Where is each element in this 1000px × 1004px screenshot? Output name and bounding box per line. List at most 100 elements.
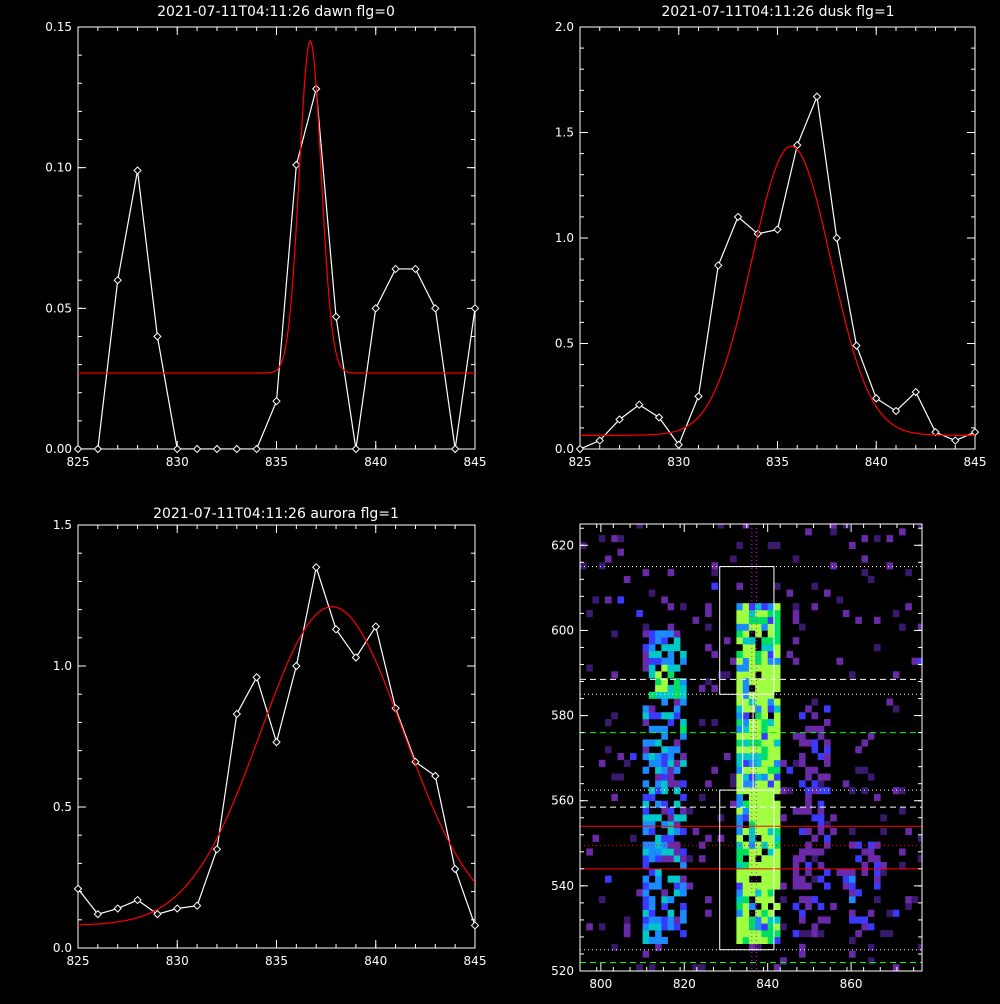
panel-heatmap-cell [586, 923, 593, 931]
panel-heatmap-cell [773, 916, 781, 924]
panel-heatmap-cell [761, 616, 768, 624]
panel-heatmap-cell [686, 882, 693, 890]
panel-heatmap-cell [742, 603, 750, 611]
panel-heatmap-cell [761, 603, 768, 611]
panel-heatmap-cell [773, 787, 781, 795]
panel-dawn-data-point [73, 444, 83, 454]
panel-heatmap-cell [730, 555, 737, 563]
panel-dawn-xtick-label: 845 [464, 455, 487, 469]
panel-aurora-xtick-label: 840 [364, 954, 387, 968]
panel-heatmap-cell [698, 684, 706, 692]
panel-dusk-data-point [852, 341, 861, 350]
panel-heatmap-cell [705, 896, 712, 904]
panel-heatmap-cell [717, 671, 725, 679]
panel-dusk-data-point [694, 392, 703, 401]
panel-heatmap-cell [755, 623, 762, 631]
panel-heatmap-cell [874, 535, 881, 543]
panel-heatmap-cell [655, 868, 662, 876]
panel-heatmap-cell [667, 691, 675, 699]
panel-heatmap-cell [667, 773, 675, 781]
panel-aurora: 2021-07-11T04:11:26 aurora flg=1 825 830 8… [53, 506, 487, 968]
panel-heatmap-cell [673, 923, 681, 931]
panel-heatmap-cell [680, 889, 687, 897]
panel-heatmap-cell [673, 644, 681, 652]
panel-heatmap-cell [736, 814, 743, 822]
panel-heatmap-cell [736, 787, 743, 795]
panel-heatmap-cell [736, 678, 743, 686]
panel-heatmap-cell [917, 623, 922, 631]
panel-dawn-data-point [113, 275, 122, 285]
panel-heatmap-cell [773, 630, 781, 638]
panel-heatmap-cell [742, 650, 750, 658]
panel-heatmap-cell [773, 644, 781, 652]
panel-heatmap-cell [667, 644, 675, 652]
panel-heatmap-cell [767, 644, 775, 652]
panel-heatmap-cell [742, 828, 750, 836]
panel-heatmap-cell [817, 848, 825, 856]
panel-heatmap-cell [642, 766, 650, 774]
panel-heatmap-cell [761, 691, 768, 699]
panel-heatmap-cell [736, 610, 743, 618]
panel-heatmap-cell [680, 902, 687, 910]
panel-heatmap-cell [767, 541, 775, 549]
panel-heatmap-cell [767, 725, 775, 733]
panel-heatmap-cell [592, 834, 600, 842]
panel-heatmap-cell [648, 964, 656, 971]
panel-heatmap-cell [824, 868, 831, 876]
panel-heatmap-cell [667, 712, 675, 720]
panel-heatmap-cell [767, 800, 775, 808]
panel-heatmap-cell [773, 623, 781, 631]
panel-heatmap-cell [736, 698, 743, 706]
panel-heatmap-cell [736, 650, 743, 658]
panel-heatmap-cell [886, 909, 894, 917]
panel-heatmap-cell [817, 862, 825, 870]
panel-heatmap-cell [767, 855, 775, 863]
panel-heatmap-cell [817, 800, 825, 808]
panel-heatmap-cell [805, 868, 812, 876]
panel-heatmap-cell [642, 875, 650, 883]
panel-heatmap-cell [742, 630, 750, 638]
panel-heatmap-cell [655, 678, 662, 686]
panel-heatmap-cell [780, 957, 787, 965]
panel-heatmap-cell [761, 698, 768, 706]
panel-heatmap-cell [617, 535, 625, 543]
panel-heatmap-cell [748, 855, 756, 863]
panel-heatmap-cell [661, 644, 668, 652]
panel-aurora-data-point [153, 909, 162, 919]
panel-heatmap-cell [780, 882, 787, 890]
panel-heatmap-cell [730, 780, 737, 788]
panel-heatmap-cell [761, 719, 768, 727]
panel-aurora-data-point [351, 653, 361, 662]
panel-dusk-xtick-label: 840 [865, 455, 888, 469]
panel-heatmap-cell [736, 875, 743, 883]
panel-heatmap-cell [680, 691, 687, 699]
panel-heatmap-cell [761, 862, 768, 870]
panel-heatmap-cell [673, 841, 681, 849]
panel-heatmap-cell [755, 705, 762, 713]
panel-heatmap-cell [805, 528, 812, 536]
panel-heatmap-cell [736, 623, 743, 631]
panel-heatmap-cell [773, 862, 781, 870]
panel-heatmap-cell [767, 657, 775, 665]
panel-heatmap-cell [736, 855, 743, 863]
panel-heatmap-cell [736, 916, 743, 924]
panel-heatmap-cell [817, 916, 825, 924]
panel-heatmap-cell [761, 807, 768, 815]
panel-heatmap-cell [705, 623, 712, 631]
panel-heatmap-cell [861, 535, 869, 543]
panel-heatmap-cell [711, 766, 718, 774]
panel-heatmap-cell [680, 759, 687, 767]
panel-heatmap-cell [773, 725, 781, 733]
panel-heatmap-cell [655, 848, 662, 856]
panel-heatmap-cell [761, 664, 768, 672]
panel-heatmap-cell [748, 739, 756, 747]
panel-heatmap-cell [667, 821, 675, 829]
panel-heatmap-cell [861, 868, 869, 876]
panel-heatmap-cell [605, 596, 612, 604]
panel-heatmap-cell [786, 589, 794, 597]
panel-heatmap-cell [849, 909, 856, 917]
panel-heatmap-cell [611, 671, 618, 679]
panel-heatmap-cell [648, 855, 656, 863]
panel-heatmap-cell [811, 698, 819, 706]
panel-heatmap-cell [655, 657, 662, 665]
